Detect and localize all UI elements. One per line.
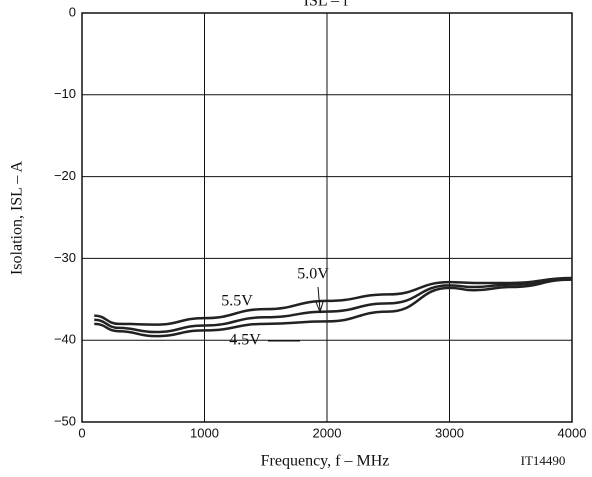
series-label: 4.5V bbox=[229, 332, 261, 349]
y-tick-label: −50 bbox=[54, 413, 76, 428]
y-tick-label: −40 bbox=[54, 332, 76, 347]
arrow-head bbox=[315, 301, 324, 314]
x-tick-label: 0 bbox=[78, 425, 85, 440]
x-tick-label: 1000 bbox=[190, 425, 219, 440]
plot-frame bbox=[81, 12, 573, 423]
series-label: 5.0V bbox=[297, 266, 329, 283]
y-axis-label: Isolation, ISL – A bbox=[9, 161, 26, 276]
series-line bbox=[94, 278, 573, 338]
y-tick-label: 0 bbox=[69, 4, 76, 19]
y-tick-label: −30 bbox=[54, 250, 76, 265]
y-tick-label: −20 bbox=[54, 168, 76, 183]
x-tick-label: 4000 bbox=[558, 425, 587, 440]
series-label: 5.5V bbox=[221, 293, 253, 310]
y-tick-label: −10 bbox=[54, 86, 76, 101]
x-tick-label: 3000 bbox=[435, 425, 464, 440]
series-line bbox=[94, 277, 573, 334]
chart-title: ISL – f bbox=[304, 0, 349, 10]
x-axis-label: Frequency, f – MHz bbox=[261, 453, 390, 470]
leader bbox=[317, 286, 321, 311]
x-tick-label: 2000 bbox=[313, 425, 342, 440]
series-line bbox=[94, 276, 573, 326]
figure-code: IT14490 bbox=[521, 453, 566, 468]
